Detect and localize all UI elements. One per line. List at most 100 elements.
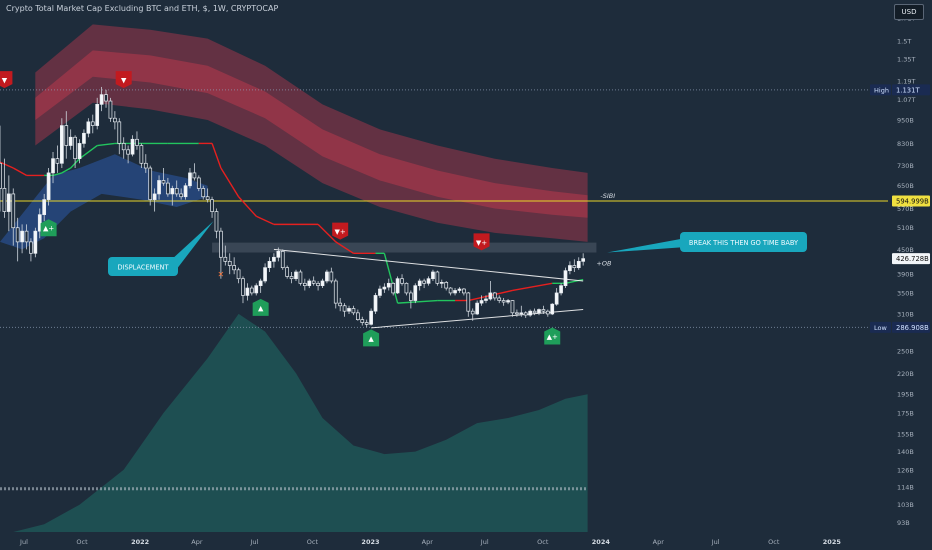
candle-body bbox=[532, 310, 537, 314]
signal-glyph: ▼ bbox=[121, 77, 127, 85]
y-tick-label: 126B bbox=[897, 466, 914, 474]
sibi-label: -SIBI bbox=[600, 192, 615, 200]
y-tick-label: 250B bbox=[897, 348, 914, 356]
candle-body bbox=[488, 292, 493, 300]
candle-body bbox=[307, 280, 312, 287]
supertrend-segment bbox=[317, 223, 337, 243]
supertrend-segment bbox=[397, 299, 438, 304]
y-tick-label: 93B bbox=[897, 519, 910, 527]
signal-glyph: ▼+ bbox=[335, 228, 346, 236]
supertrend-segment bbox=[220, 167, 240, 198]
signal-glyph: ▲+ bbox=[547, 333, 558, 341]
y-tick-label: 220B bbox=[897, 370, 914, 378]
candle-body bbox=[325, 271, 329, 282]
y-tick-label: 570B bbox=[897, 205, 914, 213]
signal-glyph: ▼+ bbox=[476, 239, 487, 247]
price-badge bbox=[892, 253, 930, 265]
x-tick-label: 2025 bbox=[823, 538, 842, 546]
candle-body bbox=[302, 282, 307, 287]
candle-body bbox=[501, 300, 506, 303]
candle-body bbox=[298, 271, 303, 284]
candle-body bbox=[422, 280, 426, 284]
buy-signal-marker bbox=[363, 329, 380, 347]
supertrend-segment bbox=[12, 167, 27, 177]
candle-body bbox=[46, 172, 51, 200]
candle-body bbox=[294, 271, 298, 280]
price-badge-value: 286.908B bbox=[896, 324, 929, 332]
ob-label: +OB bbox=[596, 260, 612, 268]
y-tick-label: 350B bbox=[897, 289, 914, 297]
candle-body bbox=[510, 300, 515, 314]
supertrend-segment bbox=[97, 142, 115, 147]
candle-body bbox=[108, 100, 113, 119]
candle-body bbox=[400, 278, 404, 284]
candle-body bbox=[201, 188, 206, 198]
candle-body bbox=[90, 121, 95, 126]
candle-body bbox=[143, 162, 148, 169]
candle-body bbox=[148, 167, 153, 200]
signal-glyph: ▼ bbox=[2, 77, 8, 85]
price-badge bbox=[892, 84, 930, 96]
price-badge-value: 594.999B bbox=[896, 198, 929, 206]
candle-body bbox=[395, 278, 400, 294]
candle-body bbox=[568, 265, 572, 272]
candle-body bbox=[519, 312, 524, 315]
candle-body bbox=[431, 271, 435, 280]
candle-body bbox=[272, 256, 276, 262]
candle-body bbox=[386, 282, 391, 288]
x-tick-label: 2023 bbox=[361, 538, 379, 546]
candle-body bbox=[188, 172, 192, 187]
y-tick-label: 450B bbox=[897, 246, 914, 254]
candle-body bbox=[417, 280, 422, 287]
candle-body bbox=[523, 312, 528, 316]
y-tick-label: 1.5T bbox=[897, 37, 911, 45]
x-tick-label: Apr bbox=[653, 538, 665, 546]
candle-body bbox=[214, 211, 219, 232]
candle-body bbox=[347, 308, 351, 312]
y-tick-label: 103B bbox=[897, 501, 914, 509]
x-tick-label: Oct bbox=[307, 538, 319, 546]
y-tick-label: 1.07T bbox=[897, 96, 915, 104]
blue-band bbox=[0, 154, 208, 250]
candle-body bbox=[152, 193, 157, 200]
candle-body bbox=[170, 188, 175, 195]
sell-signal-marker bbox=[115, 71, 132, 89]
red-band-inner bbox=[35, 50, 588, 218]
displacement-callout bbox=[108, 257, 178, 276]
candle-body bbox=[289, 276, 294, 280]
candle-body bbox=[15, 227, 20, 243]
supertrend-segment bbox=[255, 215, 275, 226]
candle-body bbox=[404, 282, 409, 294]
candle-body bbox=[99, 94, 104, 105]
currency-button[interactable]: USD bbox=[894, 4, 924, 20]
y-tick-label: 390B bbox=[897, 271, 914, 279]
candle-body bbox=[342, 305, 347, 312]
candle-body bbox=[333, 280, 338, 304]
x-tick-label: Jul bbox=[711, 538, 720, 546]
candle-body bbox=[135, 138, 139, 146]
candle-body bbox=[311, 280, 316, 284]
candle-body bbox=[528, 310, 532, 316]
y-tick-label: 1.35T bbox=[897, 56, 915, 64]
signal-glyph: ▲ bbox=[258, 304, 264, 312]
supertrend-segment bbox=[61, 167, 72, 174]
candle-body bbox=[356, 312, 360, 320]
candle-body bbox=[77, 143, 82, 160]
candle-body bbox=[391, 282, 396, 294]
candle-body bbox=[11, 193, 16, 229]
candle-body bbox=[241, 278, 245, 296]
candle-body bbox=[82, 132, 86, 144]
candle-body bbox=[466, 292, 471, 312]
candle-body bbox=[280, 251, 285, 269]
candle-body bbox=[6, 193, 11, 212]
candle-body bbox=[409, 292, 413, 301]
y-tick-label: 195B bbox=[897, 391, 914, 399]
candle-body bbox=[470, 310, 475, 315]
y-tick-label: 510B bbox=[897, 224, 914, 232]
price-badge-value: 426.728B bbox=[896, 255, 929, 263]
buy-signal-marker bbox=[40, 219, 57, 237]
signal-glyph: ▲ bbox=[368, 335, 374, 343]
candle-body bbox=[576, 261, 581, 269]
candle-body bbox=[249, 287, 254, 294]
